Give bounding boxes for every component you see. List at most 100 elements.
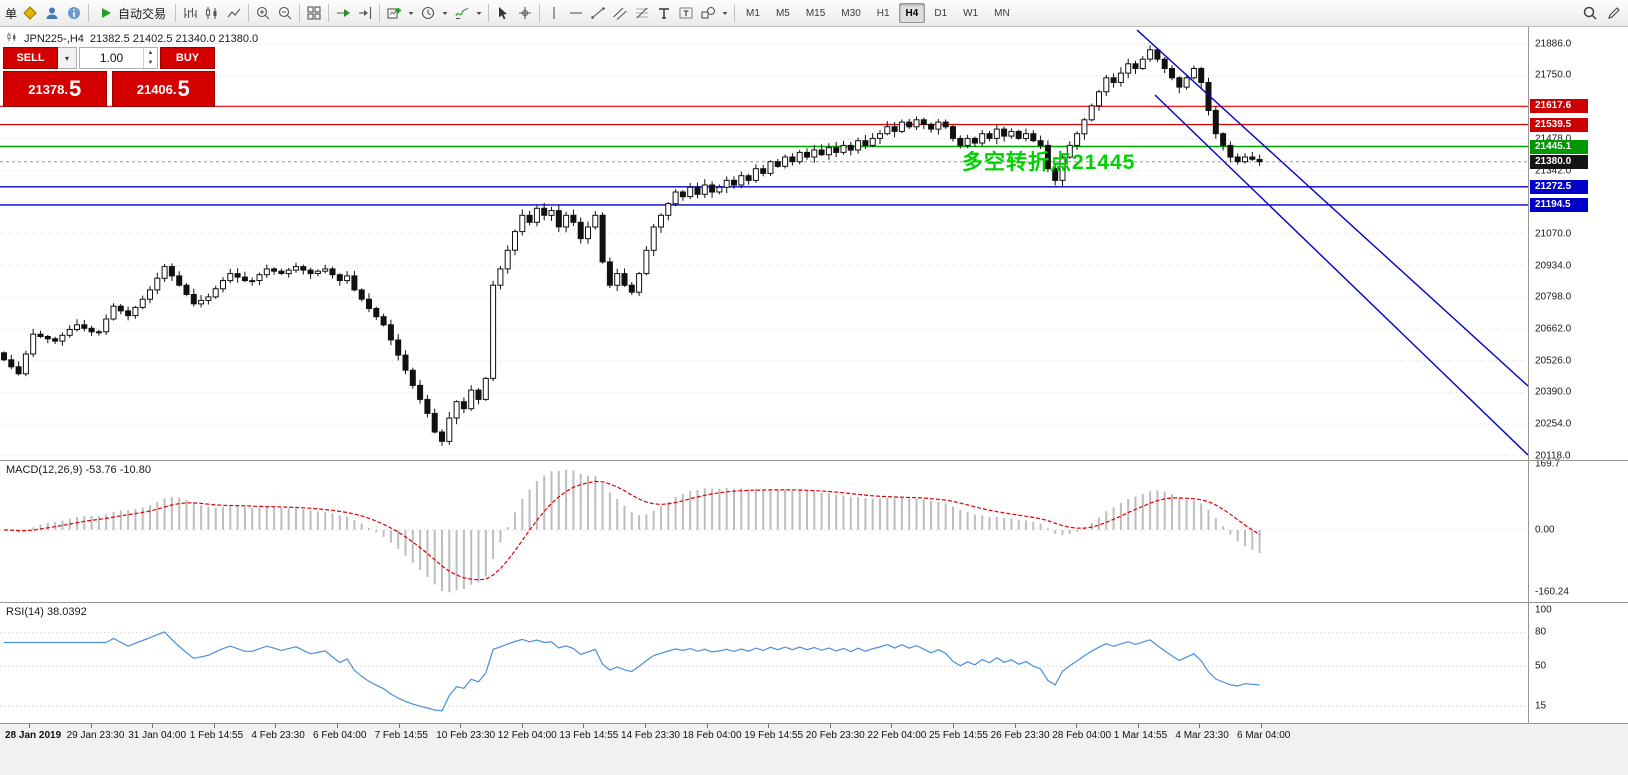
edit-icon[interactable] — [1603, 2, 1625, 24]
caret-down-icon[interactable] — [405, 2, 417, 24]
time-axis-label: 20 Feb 23:30 — [805, 730, 865, 741]
profiles-icon[interactable] — [417, 2, 439, 24]
timeframe-mn[interactable]: MN — [994, 7, 1010, 19]
sell-button[interactable]: SELL — [3, 47, 58, 69]
line-chart-icon[interactable] — [223, 2, 245, 24]
time-axis-label: 19 Feb 14:55 — [744, 730, 804, 741]
price-tick-label: 20390.0 — [1535, 386, 1572, 398]
crosshair-icon[interactable] — [514, 2, 536, 24]
timeframe-h4[interactable]: H4 — [898, 3, 926, 23]
timeframe-w1[interactable]: W1 — [963, 7, 979, 19]
shapes-icon[interactable] — [697, 2, 719, 24]
time-axis-tick — [1137, 724, 1139, 728]
price-scale[interactable]: 21886.0 21750.0 21478.0 21342.0 21070.0 20934… — [1528, 27, 1628, 723]
macd-indicator-label: MACD(12,26,9) -53.76 -10.80 — [6, 464, 151, 476]
time-axis-tick — [645, 724, 646, 728]
timeframe-m5[interactable]: M5 — [775, 7, 790, 19]
time-axis-tick — [90, 724, 92, 728]
new-chart-icon[interactable] — [383, 2, 405, 24]
toolbar-separator — [175, 4, 177, 22]
panel-separator[interactable] — [0, 602, 1628, 603]
macd-name: MACD(12,26,9) — [6, 464, 83, 476]
timeframe-h1[interactable]: H1 — [876, 7, 890, 19]
volume-spinner[interactable]: ▲ ▼ — [143, 48, 157, 68]
label-icon[interactable] — [675, 2, 697, 24]
macd-tick-label: 169.7 — [1535, 458, 1561, 470]
info-icon[interactable] — [63, 2, 85, 24]
time-axis-label: 10 Feb 23:30 — [436, 730, 496, 741]
caret-down-icon[interactable] — [473, 2, 485, 24]
indicators-icon[interactable] — [451, 2, 473, 24]
price-tick-label: 20662.0 — [1535, 323, 1572, 335]
sell-price-button[interactable]: 21378. 5 — [3, 71, 107, 107]
price-level-badge: 21272.5 — [1530, 179, 1588, 194]
chart-shift-icon[interactable] — [354, 2, 376, 24]
price-level-badge: 21380.0 — [1530, 154, 1588, 169]
timeframe-d1[interactable]: D1 — [934, 7, 948, 19]
buy-price-pip: 5 — [177, 76, 190, 101]
macd-chart[interactable] — [0, 461, 1528, 602]
time-axis-tick — [213, 724, 215, 728]
vertical-line-icon[interactable] — [543, 2, 565, 24]
order-options-caret-icon[interactable]: ▾ — [58, 47, 77, 69]
price-tick-label: 20934.0 — [1535, 260, 1572, 272]
channel-icon[interactable] — [609, 2, 631, 24]
zoom-out-icon[interactable] — [274, 2, 296, 24]
search-icon[interactable] — [1579, 2, 1601, 24]
price-tick-label: 20254.0 — [1535, 418, 1572, 430]
cursor-icon[interactable] — [492, 2, 514, 24]
time-axis-tick — [460, 724, 462, 728]
timeframe-m1[interactable]: M1 — [746, 7, 760, 19]
price-level-badge: 21617.6 — [1530, 99, 1588, 114]
auto-scroll-icon[interactable] — [332, 2, 354, 24]
volume-value[interactable]: 1.00 — [99, 51, 124, 65]
bar-chart-icon[interactable] — [179, 2, 201, 24]
time-axis-label: 6 Mar 04:00 — [1237, 730, 1291, 741]
time-axis-tick — [1014, 724, 1016, 728]
horizontal-line-icon[interactable] — [565, 2, 587, 24]
rsi-tick-label: 15 — [1535, 700, 1547, 712]
ohlc-values: 21382.5 21402.5 21340.0 21380.0 — [89, 32, 259, 45]
tile-windows-icon[interactable] — [303, 2, 325, 24]
timeframe-m30[interactable]: M30 — [841, 7, 861, 19]
price-tick-label: 20798.0 — [1535, 291, 1572, 303]
volume-down-icon[interactable]: ▼ — [147, 60, 154, 66]
caret-down-icon[interactable] — [719, 2, 731, 24]
zoom-in-icon[interactable] — [252, 2, 274, 24]
volume-up-icon[interactable]: ▲ — [147, 50, 154, 56]
panel-separator — [0, 723, 1628, 724]
candlestick-chart-icon[interactable] — [201, 2, 223, 24]
time-axis-tick — [583, 724, 585, 728]
buy-button[interactable]: BUY — [160, 47, 215, 69]
sell-price-pip: 5 — [69, 76, 82, 101]
diamond-icon[interactable] — [19, 2, 41, 24]
price-tick-label: 21886.0 — [1535, 38, 1572, 50]
time-axis-tick — [829, 724, 831, 728]
price-chart[interactable] — [0, 27, 1528, 460]
caret-down-icon[interactable] — [439, 2, 451, 24]
buy-price-button[interactable]: 21406. 5 — [111, 71, 215, 107]
autotrading-label: 自动交易 — [118, 6, 167, 21]
time-axis-tick — [152, 724, 154, 728]
rsi-chart[interactable] — [0, 603, 1528, 723]
macd-signal-value: -10.80 — [119, 464, 151, 476]
time-axis-tick — [1261, 724, 1262, 728]
rsi-tick-label: 100 — [1535, 604, 1552, 616]
trendline-icon[interactable] — [587, 2, 609, 24]
time-axis-label: 13 Feb 14:55 — [559, 730, 619, 741]
toolbar-separator — [88, 4, 90, 22]
text-icon[interactable] — [653, 2, 675, 24]
user-icon[interactable] — [41, 2, 63, 24]
autotrading-button[interactable]: 自动交易 — [92, 2, 172, 24]
time-axis-label: 18 Feb 04:00 — [682, 730, 742, 741]
timeframe-m15[interactable]: M15 — [805, 7, 826, 19]
macd-value: -53.76 — [85, 464, 117, 476]
time-axis-tick — [1199, 724, 1201, 728]
price-tick-label: 21070.0 — [1535, 228, 1572, 240]
chart-annotation-text: 多空转折点21445 — [962, 151, 1136, 174]
time-axis[interactable]: 28 Jan 2019 29 Jan 23:30 31 Jan 04:00 1 Feb… — [0, 724, 1628, 775]
fibonacci-icon[interactable] — [631, 2, 653, 24]
time-axis-label: 28 Jan 2019 — [5, 730, 62, 741]
volume-input[interactable]: 1.00 ▲ ▼ — [79, 47, 158, 69]
panel-separator[interactable] — [0, 460, 1628, 461]
